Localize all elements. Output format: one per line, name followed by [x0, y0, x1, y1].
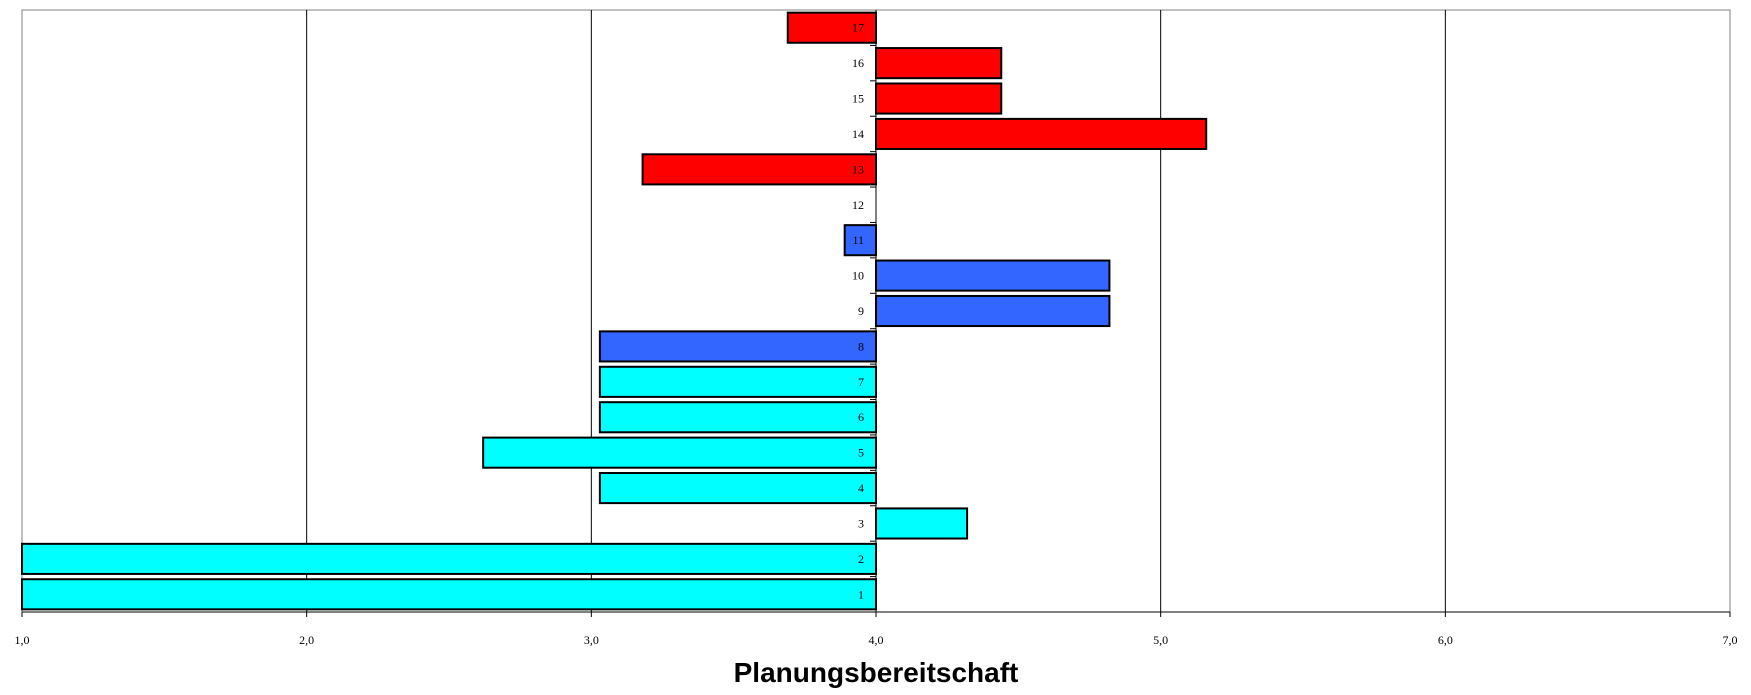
bar-10: [875, 259, 1111, 292]
category-label-5: 5: [858, 446, 864, 460]
category-label-4: 4: [858, 481, 864, 495]
bar-6: [598, 401, 878, 434]
x-axis-title: Planungsbereitschaft: [734, 657, 1019, 688]
category-label-1: 1: [858, 587, 864, 601]
x-tick-label: 5,0: [1153, 633, 1168, 647]
category-label-11: 11: [852, 233, 864, 247]
bar-4: [598, 472, 878, 505]
bar-9: [875, 294, 1111, 328]
bar-15: [875, 82, 1003, 115]
bar-13: [641, 153, 877, 186]
category-label-12: 12: [852, 198, 864, 212]
category-label-14: 14: [852, 127, 864, 141]
category-label-17: 17: [852, 21, 864, 35]
bar-8: [598, 330, 878, 363]
category-label-16: 16: [852, 56, 864, 70]
bar-1: [21, 578, 877, 611]
x-tick-labels: 1,0 2,0 3,0 4,0 5,0 6,0 7,0: [15, 612, 1738, 647]
category-label-8: 8: [858, 339, 864, 353]
bar-16: [875, 47, 1003, 80]
category-label-10: 10: [852, 269, 864, 283]
bar-2: [21, 542, 877, 575]
x-tick-label: 6,0: [1438, 633, 1453, 647]
category-label-2: 2: [858, 552, 864, 566]
bar-5: [482, 436, 877, 469]
category-label-3: 3: [858, 516, 864, 530]
category-label-9: 9: [858, 304, 864, 318]
bars: [21, 11, 1208, 611]
bar-14: [875, 117, 1208, 150]
x-tick-label: 7,0: [1723, 633, 1738, 647]
category-label-6: 6: [858, 410, 864, 424]
category-label-15: 15: [852, 92, 864, 106]
x-tick-label: 3,0: [584, 633, 599, 647]
x-tick-label: 4,0: [869, 633, 884, 647]
x-tick-label: 2,0: [299, 633, 314, 647]
bar-3: [875, 507, 969, 540]
bar-7: [598, 365, 878, 398]
x-tick-label: 1,0: [15, 633, 30, 647]
category-label-13: 13: [852, 162, 864, 176]
category-label-7: 7: [858, 375, 864, 389]
